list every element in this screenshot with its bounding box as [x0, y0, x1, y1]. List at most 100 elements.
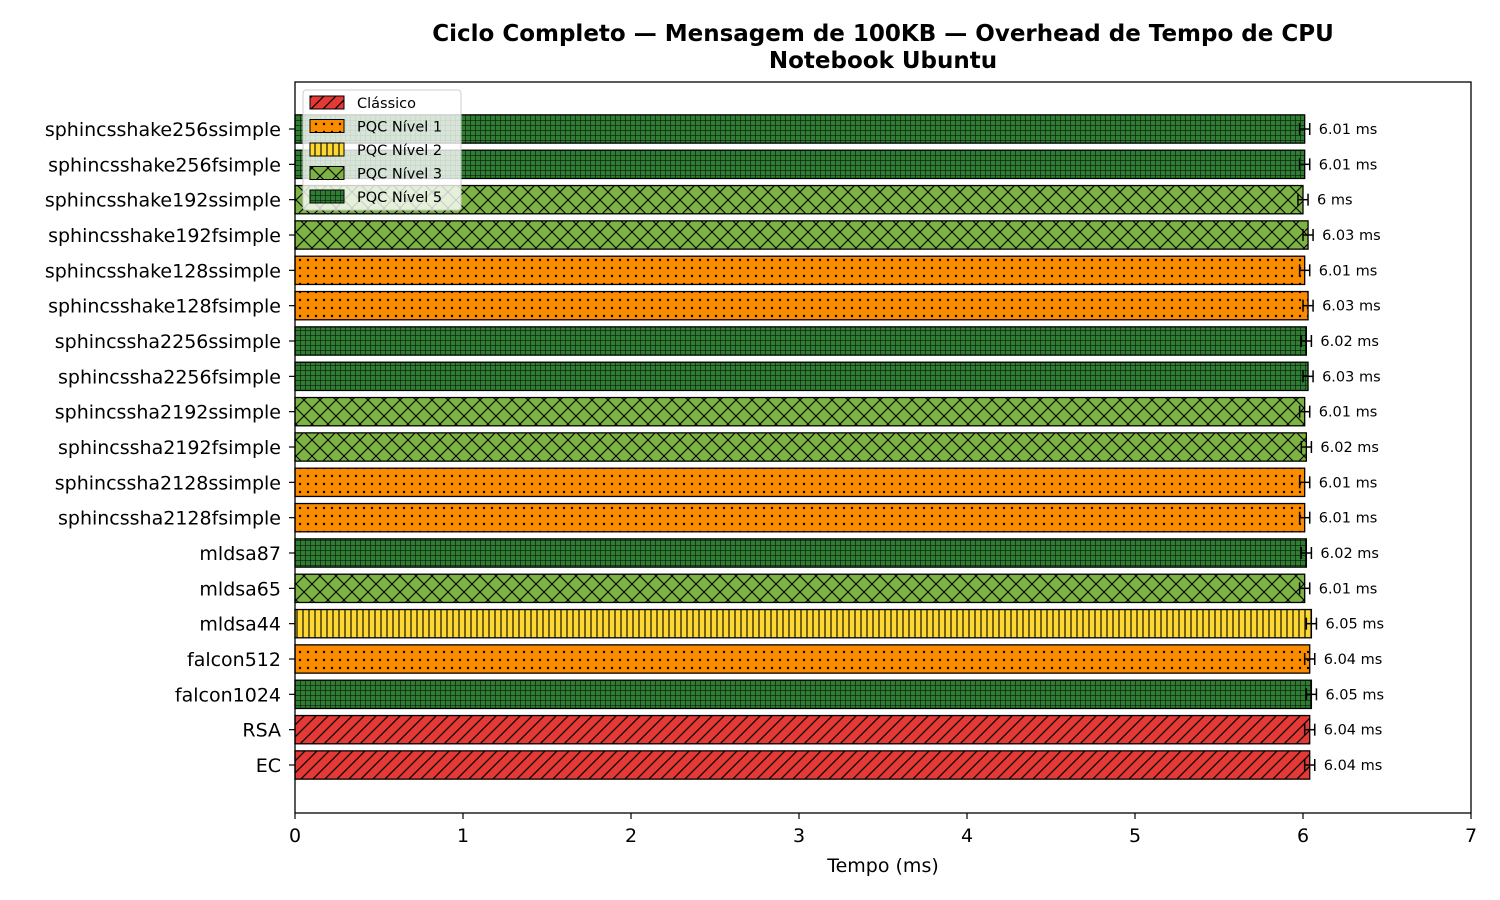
- bar: [294, 644, 1311, 674]
- error-bar: [1298, 405, 1311, 418]
- x-tick-label: 2: [625, 825, 637, 847]
- legend-item: PQC Nível 5: [309, 189, 442, 206]
- bar: [294, 502, 1306, 533]
- bar: [294, 114, 1306, 144]
- legend-swatch: [309, 189, 345, 204]
- value-label: 6.04 ms: [1324, 758, 1383, 774]
- y-tick-label: sphincssha2256ssimple: [55, 331, 281, 353]
- y-tick-label: sphincssha2128fsimple: [58, 508, 281, 530]
- error-bar: [1298, 511, 1311, 524]
- y-tick-label: mldsa44: [199, 614, 281, 636]
- x-tick-label: 3: [793, 825, 805, 847]
- value-label: 6.02 ms: [1320, 546, 1379, 562]
- y-tick-label: EC: [256, 755, 281, 777]
- legend-swatch: [309, 166, 345, 180]
- x-tick-label: 6: [1297, 825, 1309, 847]
- legend-swatch: [309, 142, 345, 157]
- bar: [294, 361, 1309, 392]
- value-label: 6.02 ms: [1320, 440, 1379, 456]
- plot-frame: [294, 81, 1472, 814]
- bar: [294, 184, 1304, 215]
- value-label: 6.01 ms: [1319, 263, 1378, 279]
- value-label: 6.01 ms: [1319, 581, 1378, 597]
- bar: [294, 396, 1306, 427]
- error-bar: [1300, 547, 1313, 559]
- legend-item: Clássico: [309, 95, 416, 112]
- bars-layer: [294, 114, 1313, 780]
- chart-subtitle: Notebook Ubuntu: [769, 48, 997, 74]
- bar: [294, 608, 1313, 639]
- value-label: 6.04 ms: [1324, 723, 1383, 739]
- y-tick-label: sphincsshake256ssimple: [45, 119, 281, 141]
- y-tick-label: sphincssha2192fsimple: [58, 437, 281, 459]
- legend: Clássico PQC Nível 1 PQC Nível 2 PQC Nível …: [302, 89, 462, 211]
- error-bar: [1298, 158, 1311, 171]
- value-label: 6.01 ms: [1319, 405, 1378, 421]
- error-bar: [1298, 123, 1311, 135]
- value-label: 6.03 ms: [1322, 228, 1381, 244]
- bar: [294, 573, 1306, 604]
- error-bar: [1298, 476, 1311, 489]
- x-tick-label: 4: [961, 825, 973, 847]
- value-label: 6.03 ms: [1322, 299, 1381, 315]
- x-tick-label: 5: [1129, 825, 1141, 847]
- x-tick-label: 7: [1465, 825, 1477, 847]
- error-bar: [1298, 582, 1311, 595]
- legend-item: PQC Nível 1: [309, 119, 442, 136]
- y-tick-label: sphincssha2128ssimple: [55, 472, 281, 494]
- value-label: 6.05 ms: [1325, 617, 1384, 633]
- error-bar: [1305, 688, 1318, 701]
- legend-label: PQC Nível 5: [357, 190, 442, 206]
- legend-swatch: [309, 95, 345, 110]
- error-bar: [1303, 653, 1316, 665]
- y-tick-label: sphincssha2192ssimple: [55, 402, 281, 424]
- bar: [294, 679, 1313, 710]
- legend-label: PQC Nível 1: [357, 120, 442, 136]
- legend-item: PQC Nível 3: [309, 166, 442, 183]
- y-tick-label: sphincsshake128fsimple: [48, 296, 281, 318]
- y-tick-label: RSA: [242, 720, 281, 742]
- error-bar: [1297, 193, 1309, 206]
- bar: [294, 290, 1309, 321]
- legend-label: PQC Nível 3: [357, 167, 442, 183]
- value-label: 6.01 ms: [1319, 511, 1378, 527]
- error-bar: [1300, 335, 1313, 347]
- x-tick-label: 1: [457, 825, 469, 847]
- error-bar: [1302, 370, 1314, 383]
- x-axis-label: Tempo (ms): [826, 855, 939, 877]
- y-tick-label: sphincsshake192ssimple: [45, 190, 281, 212]
- bar: [294, 220, 1309, 250]
- value-label: 6.01 ms: [1319, 157, 1378, 173]
- y-tick-label: falcon512: [187, 649, 281, 671]
- value-label: 6.03 ms: [1322, 369, 1381, 385]
- chart-title: Ciclo Completo — Mensagem de 100KB — Ove…: [432, 21, 1334, 47]
- bar: [294, 326, 1308, 356]
- y-tick-label: sphincsshake256fsimple: [48, 154, 281, 176]
- y-tick-label: falcon1024: [175, 684, 281, 706]
- value-label: 6.04 ms: [1324, 652, 1383, 668]
- error-bar: [1300, 441, 1313, 453]
- error-bar: [1303, 759, 1316, 771]
- value-labels-layer: 6.01 ms 6.01 ms 6 ms 6.03 ms 6.01 ms 6.03 ms 6…: [1317, 122, 1384, 774]
- y-tick-label: mldsa65: [199, 578, 281, 600]
- error-bar: [1298, 264, 1311, 277]
- value-label: 6.01 ms: [1319, 475, 1378, 491]
- legend-item: PQC Nível 2: [309, 142, 442, 159]
- bar: [294, 149, 1306, 180]
- legend-label: Clássico: [357, 96, 416, 112]
- bar: [294, 538, 1308, 568]
- error-bar: [1302, 229, 1314, 241]
- value-label: 6.02 ms: [1320, 334, 1379, 350]
- error-bar: [1302, 299, 1314, 312]
- legend-label: PQC Nível 2: [357, 143, 442, 159]
- bar: [294, 255, 1306, 286]
- y-tick-label: mldsa87: [199, 543, 281, 565]
- y-tick-label: sphincsshake128ssimple: [45, 260, 281, 282]
- bar: [294, 467, 1306, 498]
- value-label: 6.05 ms: [1325, 687, 1384, 703]
- value-label: 6 ms: [1317, 193, 1353, 209]
- bar: [294, 432, 1308, 462]
- legend-swatch: [309, 119, 345, 133]
- bar: [294, 714, 1311, 745]
